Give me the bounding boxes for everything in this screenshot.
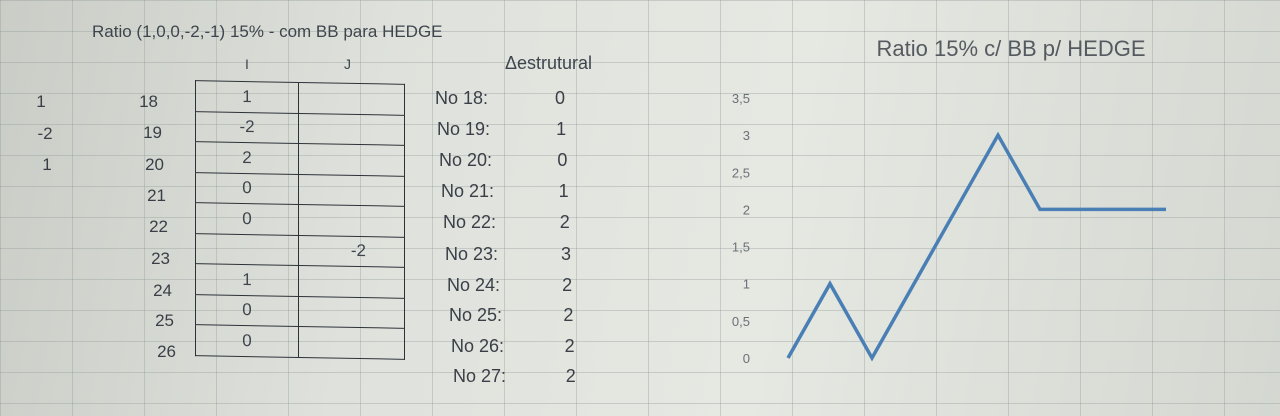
cell-i: 0 [195,324,299,357]
delta-value: 1 [558,181,569,201]
cell-j [298,326,405,359]
line-chart: Ratio 15% c/ BB p/ HEDGE 0 0,5 1 1,5 2 2,5 3 3,… [732,36,1166,366]
delta-label: No 25: [448,305,502,325]
y-tick-label: 3 [743,128,750,143]
left-value-3: 1 [42,155,52,174]
cell-j [298,112,405,146]
y-tick-label: 0 [743,351,750,366]
left-value-2: -2 [37,124,53,143]
delta-value: 2 [563,305,574,325]
cell-i: 0 [195,172,299,205]
cell-i [195,233,299,266]
y-tick-label: 3,5 [732,91,750,106]
ij-table: 1 -2 2 0 0 -2 1 0 0 [195,80,405,359]
delta-label: No 24: [446,275,500,295]
table-row: 0 [195,202,405,237]
table-row: 0 [195,294,405,329]
delta-value: 3 [560,244,571,264]
delta-value: 2 [559,212,570,232]
cell-i: 0 [195,294,299,327]
delta-value: 2 [564,336,575,356]
cell-j [298,204,405,237]
y-tick-label: 1 [743,277,750,292]
left-value-1: 1 [36,92,46,111]
delta-label: No 21: [440,181,494,201]
series-line [786,131,1166,362]
cell-j [298,265,405,298]
row-number: 20 [145,155,164,174]
delta-label: No 22: [442,212,496,232]
table-row: 2 [195,141,405,176]
delta-label: No 19: [436,119,490,139]
column-header-i: I [245,56,249,72]
cell-i: 0 [195,202,299,235]
cell-j [298,295,405,329]
delta-label: No 26: [450,336,504,356]
column-header-j: J [344,56,351,72]
row-number: 21 [147,186,166,205]
table-title: Ratio (1,0,0,-2,-1) 15% - com BB para HE… [92,22,443,41]
table-row: -2 [195,233,405,268]
row-number: 24 [153,281,172,300]
delta-label: No 23: [444,244,498,264]
cell-i: 1 [195,80,299,113]
delta-value: 0 [554,88,565,108]
cell-i: -2 [195,111,299,144]
cell-j [298,143,405,176]
delta-value: 0 [557,150,568,170]
cell-j [298,173,405,207]
row-number: 18 [139,92,158,111]
cell-i: 2 [195,141,299,174]
delta-value: 1 [556,119,567,139]
table-row: 0 [195,324,405,359]
delta-value: 2 [562,275,573,295]
row-number: 23 [151,249,170,268]
table-row: 1 [195,80,405,115]
row-number: 26 [157,342,176,361]
delta-header: Δestrutural [505,53,593,73]
delta-label: No 27: [452,366,506,386]
y-tick-label: 2,5 [732,165,750,180]
cell-j [298,82,405,115]
y-tick-label: 1,5 [732,240,750,255]
delta-value: 2 [565,366,576,386]
row-number: 19 [143,123,162,142]
cell-j: -2 [298,234,405,268]
y-tick-label: 0,5 [732,314,750,329]
table-row: 1 [195,263,405,298]
delta-label: No 20: [438,150,492,170]
row-number: 25 [155,311,174,330]
table-row: -2 [195,111,405,146]
table-row: 0 [195,172,405,207]
delta-label: No 18: [434,88,488,108]
chart-title: Ratio 15% c/ BB p/ HEDGE [877,36,1146,61]
cell-i: 1 [195,263,299,296]
row-number: 22 [149,217,168,236]
y-tick-label: 2 [743,202,750,217]
